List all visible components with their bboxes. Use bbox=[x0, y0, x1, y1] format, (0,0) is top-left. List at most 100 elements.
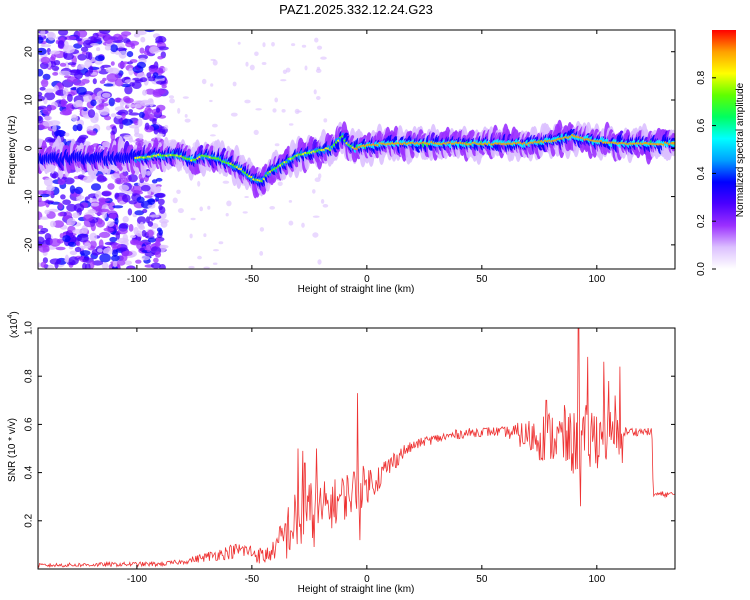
heatmap-blob bbox=[77, 54, 87, 61]
heatmap-blob bbox=[89, 65, 94, 74]
heatmap-blob bbox=[180, 32, 186, 38]
heatmap-blob bbox=[232, 81, 237, 87]
heatmap-blob bbox=[38, 230, 46, 235]
heatmap-blob bbox=[49, 238, 61, 247]
spectrogram-y-ticks: 20 10 0 -10 -20 bbox=[24, 46, 675, 252]
heatmap-blob bbox=[199, 206, 203, 212]
svg-text:(x104): (x104) bbox=[7, 311, 20, 338]
y-tick-label: 0.6 bbox=[24, 417, 35, 431]
heatmap-blob bbox=[57, 178, 66, 186]
heatmap-blob bbox=[278, 56, 283, 59]
heatmap-blob bbox=[151, 179, 158, 184]
heatmap-blob bbox=[121, 113, 126, 118]
heatmap-blob bbox=[66, 104, 73, 109]
heatmap-blob bbox=[87, 130, 97, 136]
heatmap-blob bbox=[87, 109, 96, 118]
heatmap-ridge-blob bbox=[670, 141, 675, 145]
heatmap-blob bbox=[82, 94, 93, 103]
heatmap-blob bbox=[152, 72, 159, 77]
heatmap-blob bbox=[190, 217, 196, 221]
heatmap-blob bbox=[103, 247, 113, 255]
heatmap-blob bbox=[177, 107, 181, 114]
snr-scale-close: ) bbox=[9, 311, 20, 314]
heatmap-blob bbox=[209, 99, 213, 103]
heatmap-blob bbox=[119, 172, 127, 180]
x-tick-label: 50 bbox=[476, 574, 488, 585]
heatmap-blob bbox=[126, 51, 134, 58]
heatmap-blob bbox=[280, 79, 287, 82]
heatmap-blob bbox=[38, 47, 47, 56]
heatmap-blob bbox=[259, 251, 264, 256]
heatmap-blob bbox=[122, 216, 129, 223]
heatmap-blob bbox=[269, 146, 277, 151]
heatmap-blob bbox=[124, 260, 132, 266]
heatmap-blob bbox=[291, 43, 296, 47]
heatmap-blob bbox=[212, 262, 218, 265]
heatmap-blob bbox=[304, 112, 308, 116]
heatmap-blob bbox=[43, 200, 55, 204]
heatmap-blob bbox=[149, 214, 160, 218]
heatmap-blob bbox=[57, 40, 65, 49]
heatmap-blob bbox=[98, 239, 104, 249]
heatmap-blob bbox=[49, 50, 61, 55]
heatmap-blob bbox=[138, 133, 144, 140]
heatmap-blob bbox=[213, 249, 219, 252]
heatmap-blob bbox=[112, 33, 123, 43]
heatmap-blob bbox=[127, 208, 133, 216]
heatmap-blob bbox=[288, 220, 294, 226]
heatmap-blob bbox=[38, 68, 44, 77]
heatmap-blob bbox=[117, 61, 126, 69]
heatmap-blob bbox=[72, 212, 80, 219]
heatmap-blob bbox=[46, 185, 55, 192]
heatmap-blob bbox=[118, 49, 127, 59]
heatmap-blob bbox=[111, 255, 120, 262]
heatmap-blob bbox=[114, 217, 119, 225]
heatmap-blob bbox=[155, 192, 166, 199]
heatmap-blob bbox=[242, 211, 248, 214]
heatmap-blob bbox=[128, 137, 134, 143]
heatmap-blob bbox=[75, 38, 82, 42]
heatmap-blob bbox=[80, 46, 89, 53]
heatmap-blob bbox=[83, 214, 94, 222]
heatmap-blob bbox=[164, 124, 169, 130]
heatmap-blob bbox=[126, 104, 137, 108]
heatmap-blob bbox=[60, 98, 67, 108]
heatmap-blob bbox=[64, 132, 70, 137]
heatmap-blob bbox=[155, 177, 163, 182]
heatmap-blob bbox=[271, 42, 275, 47]
heatmap-blob bbox=[74, 246, 82, 253]
heatmap-blob bbox=[89, 232, 98, 242]
heatmap-blob bbox=[77, 30, 88, 38]
heatmap-blob bbox=[274, 97, 279, 103]
heatmap-blob bbox=[245, 61, 249, 67]
colorbar-gradient bbox=[712, 30, 736, 269]
heatmap-blob bbox=[38, 106, 44, 111]
heatmap-blob bbox=[122, 233, 128, 242]
heatmap-blob bbox=[109, 236, 118, 243]
heatmap-blob bbox=[130, 239, 139, 245]
heatmap-blob bbox=[184, 114, 188, 118]
heatmap-blob bbox=[99, 231, 111, 238]
heatmap-blob bbox=[242, 103, 248, 109]
heatmap-blob bbox=[38, 91, 43, 97]
heatmap-blob bbox=[76, 123, 83, 132]
heatmap-blob bbox=[38, 36, 44, 44]
heatmap-blob bbox=[176, 189, 181, 194]
heatmap-blob bbox=[66, 218, 76, 226]
heatmap-blob bbox=[136, 230, 143, 237]
heatmap-blob bbox=[147, 237, 156, 243]
heatmap-blob bbox=[140, 36, 146, 43]
snr-y-ticks: 0.2 0.4 0.6 0.8 1.0 bbox=[24, 321, 675, 528]
heatmap-blob bbox=[97, 248, 103, 253]
heatmap-blob bbox=[237, 41, 241, 45]
heatmap-blob bbox=[38, 95, 45, 102]
heatmap-blob bbox=[272, 108, 277, 113]
heatmap-blob bbox=[218, 241, 224, 245]
heatmap-blob bbox=[226, 200, 232, 207]
heatmap-blob bbox=[120, 83, 132, 88]
heatmap-blob bbox=[91, 202, 100, 207]
heatmap-blob bbox=[40, 56, 51, 64]
heatmap-blob bbox=[52, 72, 59, 76]
heatmap-blob bbox=[58, 30, 69, 36]
